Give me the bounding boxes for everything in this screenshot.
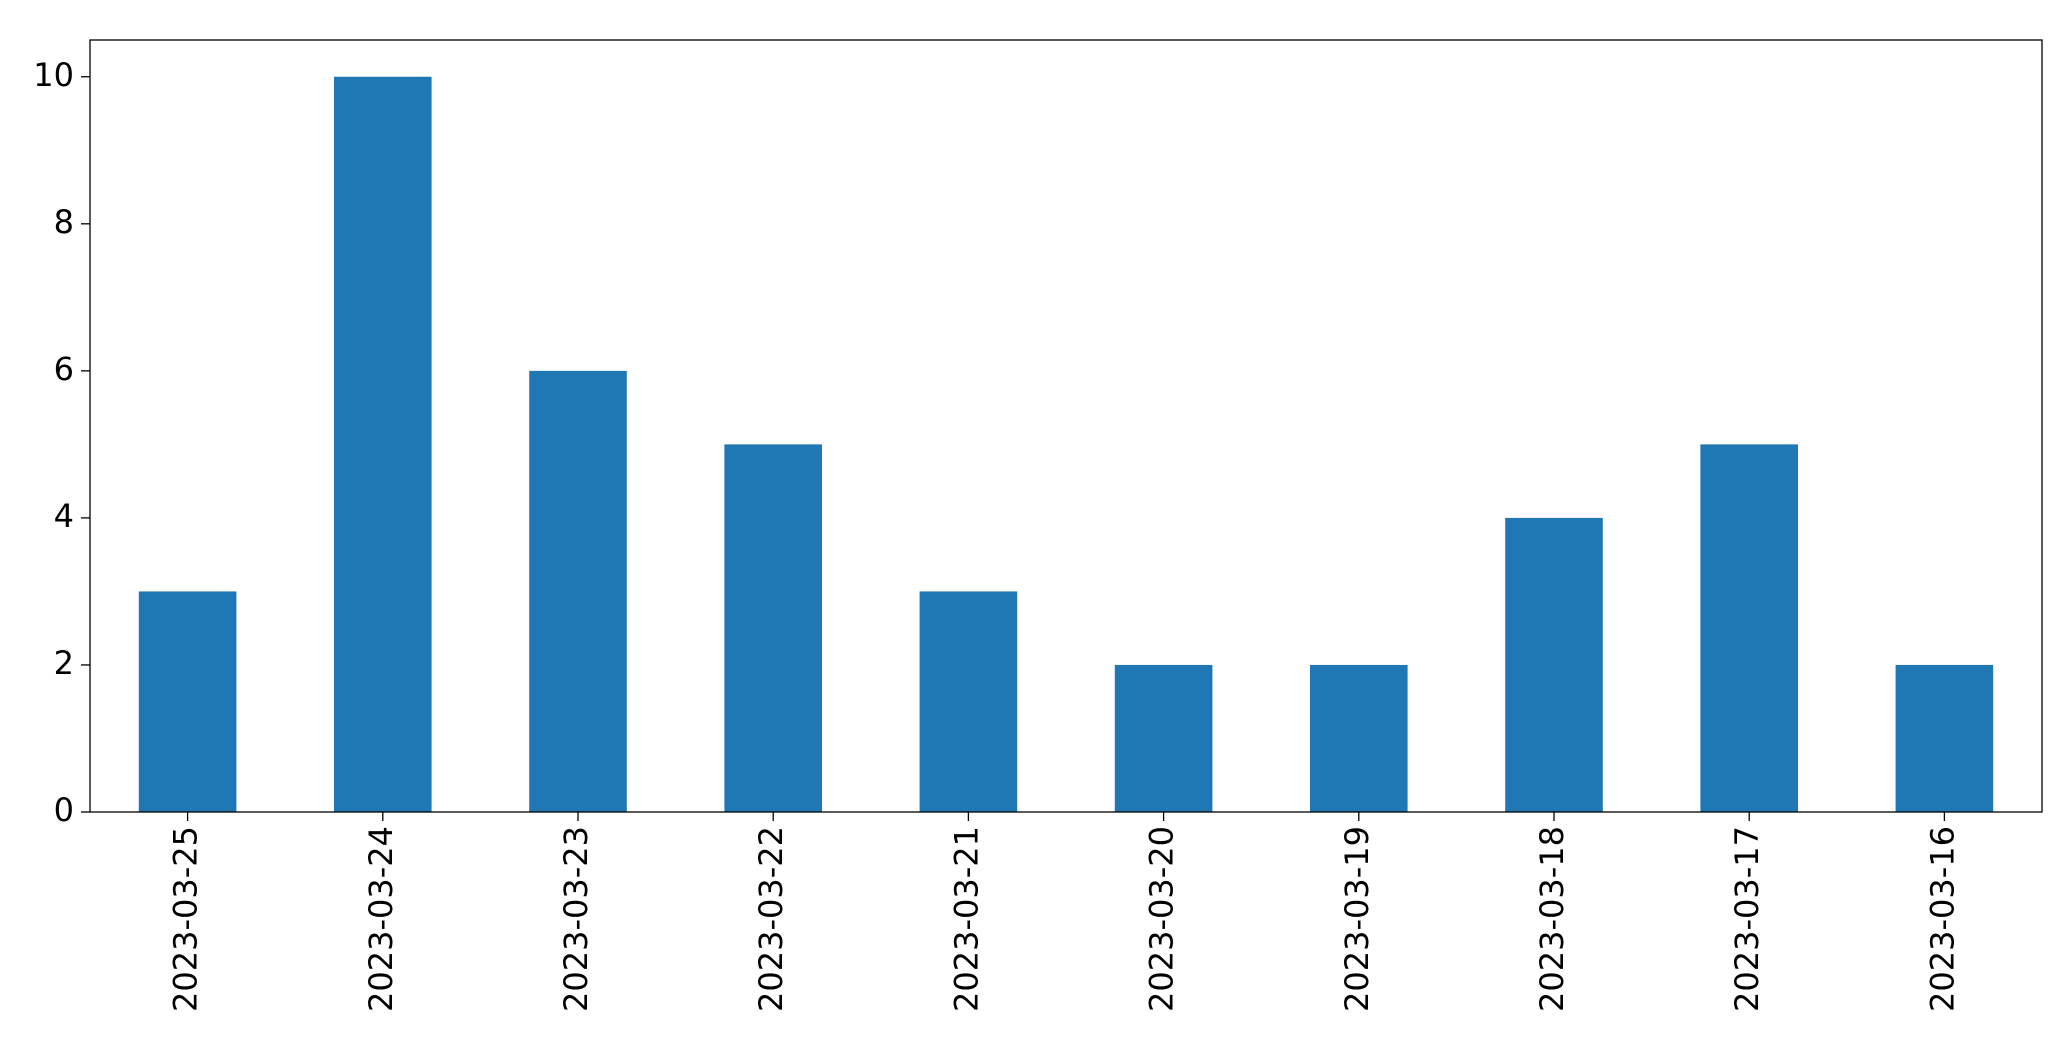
bar bbox=[1114, 664, 1213, 812]
x-tick-label: 2023-03-18 bbox=[1533, 826, 1571, 1012]
x-tick-label: 2023-03-22 bbox=[752, 826, 790, 1012]
x-tick-label: 2023-03-17 bbox=[1728, 826, 1766, 1012]
x-tick-label: 2023-03-24 bbox=[362, 826, 400, 1012]
x-tick-label: 2023-03-19 bbox=[1338, 826, 1376, 1012]
bar bbox=[1700, 444, 1798, 812]
bar bbox=[1895, 664, 1994, 812]
bar bbox=[1505, 517, 1603, 812]
plot-frame bbox=[89, 39, 2043, 813]
bar bbox=[334, 76, 432, 812]
x-tick-label: 2023-03-25 bbox=[167, 826, 205, 1012]
y-tick-label: 10 bbox=[33, 56, 74, 94]
x-tick-label: 2023-03-21 bbox=[947, 826, 985, 1012]
bar bbox=[529, 370, 627, 812]
y-tick-label: 8 bbox=[54, 203, 74, 241]
y-tick-label: 4 bbox=[54, 497, 74, 535]
y-tick-label: 6 bbox=[54, 350, 74, 388]
x-tick-label: 2023-03-23 bbox=[557, 826, 595, 1012]
bar bbox=[919, 591, 1018, 812]
x-tick-label: 2023-03-16 bbox=[1923, 826, 1961, 1012]
bar bbox=[138, 591, 237, 812]
bar bbox=[724, 444, 822, 812]
bar bbox=[1310, 664, 1408, 812]
y-tick-label: 0 bbox=[54, 791, 74, 829]
y-tick-label: 2 bbox=[54, 644, 74, 682]
x-tick-label: 2023-03-20 bbox=[1143, 826, 1181, 1012]
